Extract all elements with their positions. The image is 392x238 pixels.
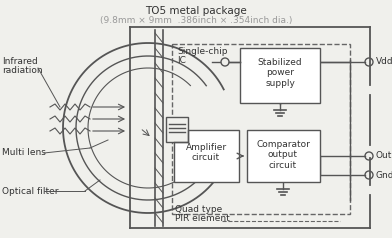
Text: PIR element: PIR element xyxy=(175,214,230,223)
Bar xyxy=(166,117,188,142)
Text: Amplifier
circuit: Amplifier circuit xyxy=(185,143,227,162)
Text: Quad type: Quad type xyxy=(175,205,222,214)
Text: Gnd: Gnd xyxy=(376,170,392,179)
Text: Output: Output xyxy=(376,152,392,160)
Bar xyxy=(172,44,350,214)
Text: Vdd: Vdd xyxy=(376,58,392,66)
Text: TO5 metal package: TO5 metal package xyxy=(145,6,247,16)
Text: radiation: radiation xyxy=(2,66,43,75)
Text: IC: IC xyxy=(177,56,186,65)
Bar xyxy=(247,130,320,182)
Text: Stabilized
power
supply: Stabilized power supply xyxy=(258,58,302,88)
Bar xyxy=(174,130,239,182)
Bar xyxy=(240,48,320,103)
Text: Comparator
output
circuit: Comparator output circuit xyxy=(256,140,310,170)
Text: Optical filter: Optical filter xyxy=(2,187,58,196)
Text: Single-chip: Single-chip xyxy=(177,47,227,56)
Text: Infrared: Infrared xyxy=(2,57,38,66)
Text: (9.8mm × 9mm  .386inch × .354inch dia.): (9.8mm × 9mm .386inch × .354inch dia.) xyxy=(100,16,292,25)
Text: Multi lens: Multi lens xyxy=(2,148,46,157)
